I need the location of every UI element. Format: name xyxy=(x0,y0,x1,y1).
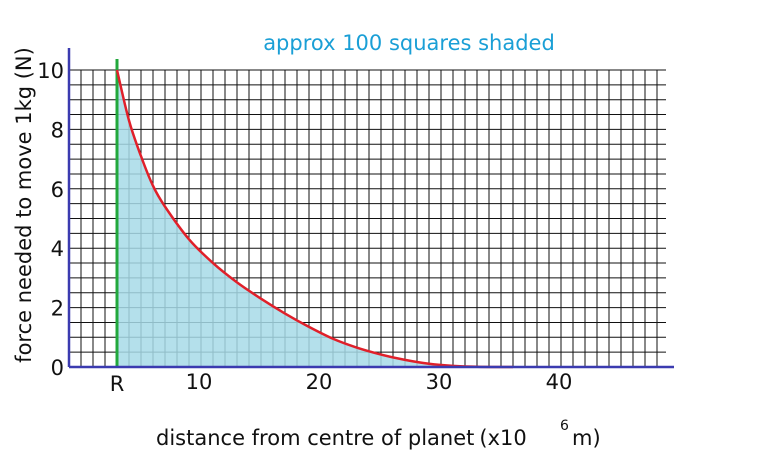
shaded-area xyxy=(117,70,513,368)
x-tick-label: 40 xyxy=(546,370,573,394)
x-axis-label-group: distance from centre of planet (x10 xyxy=(156,426,527,450)
y-tick-label: 2 xyxy=(51,297,64,321)
x-tick-label: 20 xyxy=(306,370,333,394)
x-axis-label: distance from centre of planet xyxy=(156,426,474,450)
x-tick-labels: R 10 20 30 40 xyxy=(110,370,573,396)
y-tick-label: 8 xyxy=(51,118,64,142)
x-axis-unit-exponent: 6 xyxy=(560,418,569,434)
shaded-squares-annotation: approx 100 squares shaded xyxy=(263,31,555,55)
x-axis-unit-prefix: (x10 xyxy=(479,426,526,450)
force-curve xyxy=(115,69,514,369)
y-tick-label: 4 xyxy=(51,237,64,261)
x-axis-unit-suffix: m) xyxy=(572,426,601,450)
y-tick-label: 6 xyxy=(51,178,64,202)
y-tick-label: 10 xyxy=(37,59,64,83)
x-tick-label: 30 xyxy=(426,370,453,394)
y-tick-labels: 0 2 4 6 8 10 xyxy=(37,59,64,380)
x-tick-label: R xyxy=(110,372,125,396)
y-axis-label: force needed to move 1kg (N) xyxy=(12,47,36,363)
y-tick-label: 0 xyxy=(51,356,64,380)
x-tick-label: 10 xyxy=(186,370,213,394)
